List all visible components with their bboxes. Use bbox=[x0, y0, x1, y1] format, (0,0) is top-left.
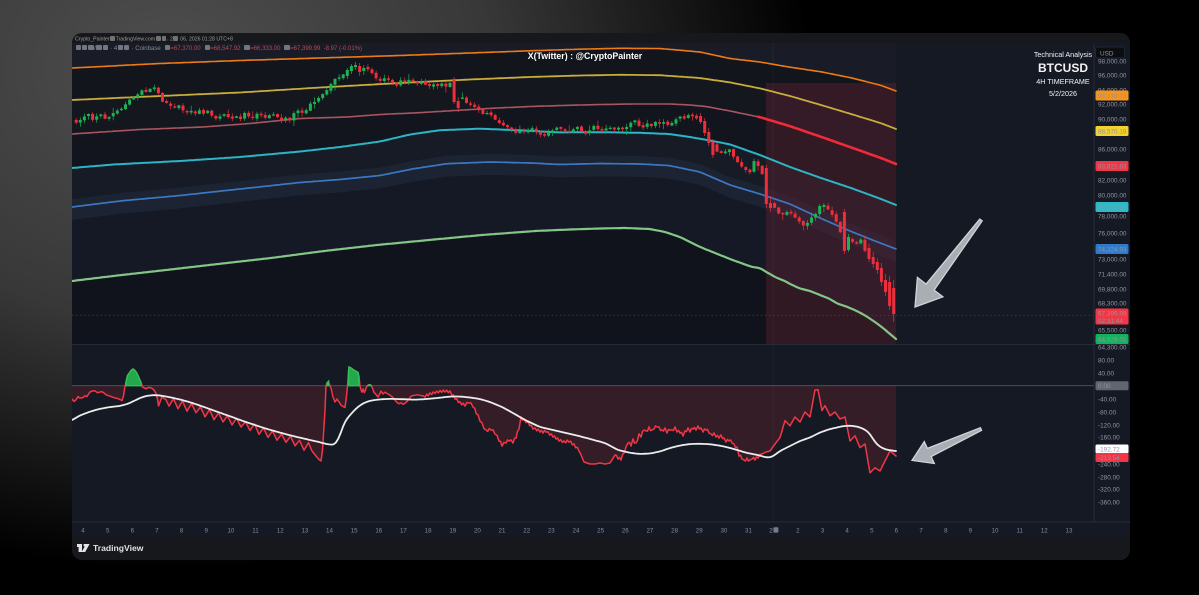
svg-text:69,800.00: 69,800.00 bbox=[1098, 286, 1127, 293]
svg-text:7: 7 bbox=[155, 528, 159, 535]
svg-text:98,000.00: 98,000.00 bbox=[1098, 58, 1127, 65]
svg-text:93,318.73: 93,318.73 bbox=[1098, 93, 1127, 100]
svg-text:83,821.83: 83,821.83 bbox=[1098, 163, 1127, 170]
svg-text:92,000.00: 92,000.00 bbox=[1098, 101, 1127, 108]
svg-text:74,324.93: 74,324.93 bbox=[1098, 246, 1127, 253]
svg-text:6: 6 bbox=[131, 528, 135, 535]
svg-text:14: 14 bbox=[326, 528, 333, 535]
svg-text:26: 26 bbox=[622, 528, 629, 535]
svg-text:13: 13 bbox=[1066, 528, 1073, 535]
svg-text:8: 8 bbox=[944, 528, 948, 535]
svg-text:4: 4 bbox=[81, 528, 85, 535]
svg-text:4: 4 bbox=[845, 528, 849, 535]
svg-text:86,000.00: 86,000.00 bbox=[1098, 146, 1127, 153]
svg-text:76,000.00: 76,000.00 bbox=[1098, 230, 1127, 237]
svg-text:64,928.01: 64,928.01 bbox=[1098, 336, 1127, 343]
svg-text:9: 9 bbox=[204, 528, 208, 535]
svg-text:30: 30 bbox=[720, 528, 727, 535]
svg-text:0.00: 0.00 bbox=[1098, 383, 1111, 390]
svg-text:73,000.00: 73,000.00 bbox=[1098, 256, 1127, 263]
svg-text:9: 9 bbox=[969, 528, 973, 535]
svg-text:20: 20 bbox=[474, 528, 481, 535]
svg-text:5: 5 bbox=[870, 528, 874, 535]
svg-text:-80.00: -80.00 bbox=[1098, 409, 1117, 416]
svg-text:22: 22 bbox=[523, 528, 530, 535]
svg-text:-192.72: -192.72 bbox=[1098, 446, 1120, 453]
svg-text:82,000.00: 82,000.00 bbox=[1098, 177, 1127, 184]
svg-text:02:31:44: 02:31:44 bbox=[1098, 318, 1123, 325]
svg-text:-120.00: -120.00 bbox=[1098, 422, 1120, 429]
svg-text:29: 29 bbox=[696, 528, 703, 535]
svg-text:68,300.00: 68,300.00 bbox=[1098, 300, 1127, 307]
svg-text:65,500.00: 65,500.00 bbox=[1098, 327, 1127, 334]
svg-text:78,000.00: 78,000.00 bbox=[1098, 213, 1127, 220]
svg-text:64,300.00: 64,300.00 bbox=[1098, 344, 1127, 351]
svg-text:96,000.00: 96,000.00 bbox=[1098, 72, 1127, 79]
svg-text:-213.54: -213.54 bbox=[1098, 455, 1120, 462]
svg-text:67,399.99: 67,399.99 bbox=[1098, 310, 1127, 317]
svg-text:80.00: 80.00 bbox=[1098, 357, 1114, 364]
svg-text:-320.00: -320.00 bbox=[1098, 486, 1120, 493]
svg-text:-360.00: -360.00 bbox=[1098, 499, 1120, 506]
svg-text:90,000.00: 90,000.00 bbox=[1098, 116, 1127, 123]
svg-text:10: 10 bbox=[992, 528, 999, 535]
svg-text:11: 11 bbox=[252, 528, 259, 535]
svg-text:11: 11 bbox=[1016, 528, 1023, 535]
svg-text:2: 2 bbox=[769, 528, 773, 535]
svg-text:19: 19 bbox=[449, 528, 456, 535]
svg-text:5: 5 bbox=[106, 528, 110, 535]
svg-text:24: 24 bbox=[573, 528, 580, 535]
svg-text:2: 2 bbox=[796, 528, 800, 535]
svg-text:6: 6 bbox=[895, 528, 899, 535]
svg-text:88,570.18: 88,570.18 bbox=[1098, 128, 1127, 135]
svg-text:80,000.00: 80,000.00 bbox=[1098, 192, 1127, 199]
svg-text:15: 15 bbox=[351, 528, 358, 535]
svg-text:-40.00: -40.00 bbox=[1098, 396, 1117, 403]
svg-text:79,073.38: 79,073.38 bbox=[1098, 204, 1127, 211]
svg-text:-160.00: -160.00 bbox=[1098, 434, 1120, 441]
svg-text:3: 3 bbox=[821, 528, 825, 535]
svg-text:12: 12 bbox=[1041, 528, 1048, 535]
svg-text:18: 18 bbox=[425, 528, 432, 535]
svg-text:23: 23 bbox=[548, 528, 555, 535]
svg-text:21: 21 bbox=[499, 528, 506, 535]
svg-text:-240.00: -240.00 bbox=[1098, 461, 1120, 468]
svg-text:16: 16 bbox=[375, 528, 382, 535]
svg-text:27: 27 bbox=[646, 528, 653, 535]
svg-text:31: 31 bbox=[745, 528, 752, 535]
svg-text:28: 28 bbox=[671, 528, 678, 535]
svg-text:71,400.00: 71,400.00 bbox=[1098, 271, 1127, 278]
svg-text:USD: USD bbox=[1100, 51, 1114, 58]
svg-text:12: 12 bbox=[277, 528, 284, 535]
svg-text:25: 25 bbox=[597, 528, 604, 535]
svg-text:10: 10 bbox=[227, 528, 234, 535]
svg-text:7: 7 bbox=[919, 528, 923, 535]
svg-text:-280.00: -280.00 bbox=[1098, 474, 1120, 481]
svg-text:8: 8 bbox=[180, 528, 184, 535]
svg-text:13: 13 bbox=[301, 528, 308, 535]
svg-text:40.00: 40.00 bbox=[1098, 370, 1114, 377]
svg-text:17: 17 bbox=[400, 528, 407, 535]
